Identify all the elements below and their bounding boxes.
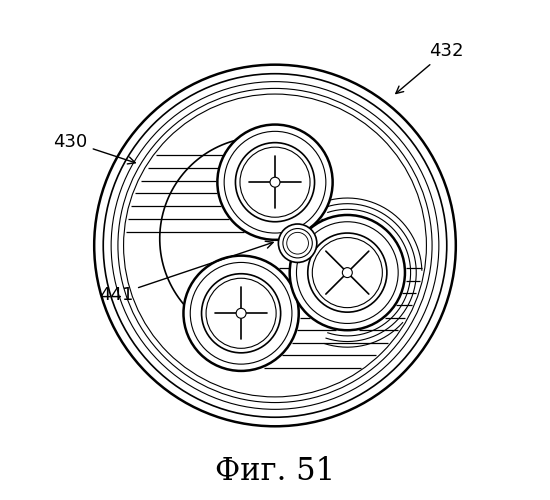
Circle shape bbox=[217, 124, 333, 240]
Text: 441: 441 bbox=[98, 241, 273, 304]
Circle shape bbox=[283, 228, 312, 258]
Text: 432: 432 bbox=[396, 42, 463, 94]
Circle shape bbox=[290, 215, 405, 330]
Circle shape bbox=[278, 224, 317, 262]
Circle shape bbox=[236, 308, 246, 318]
Circle shape bbox=[184, 256, 299, 371]
Circle shape bbox=[308, 233, 387, 312]
Circle shape bbox=[94, 64, 456, 426]
Circle shape bbox=[235, 142, 315, 222]
Circle shape bbox=[201, 274, 280, 353]
Circle shape bbox=[342, 268, 353, 278]
Circle shape bbox=[270, 177, 280, 187]
Text: Фиг. 51: Фиг. 51 bbox=[215, 456, 335, 487]
Text: 430: 430 bbox=[53, 132, 135, 164]
